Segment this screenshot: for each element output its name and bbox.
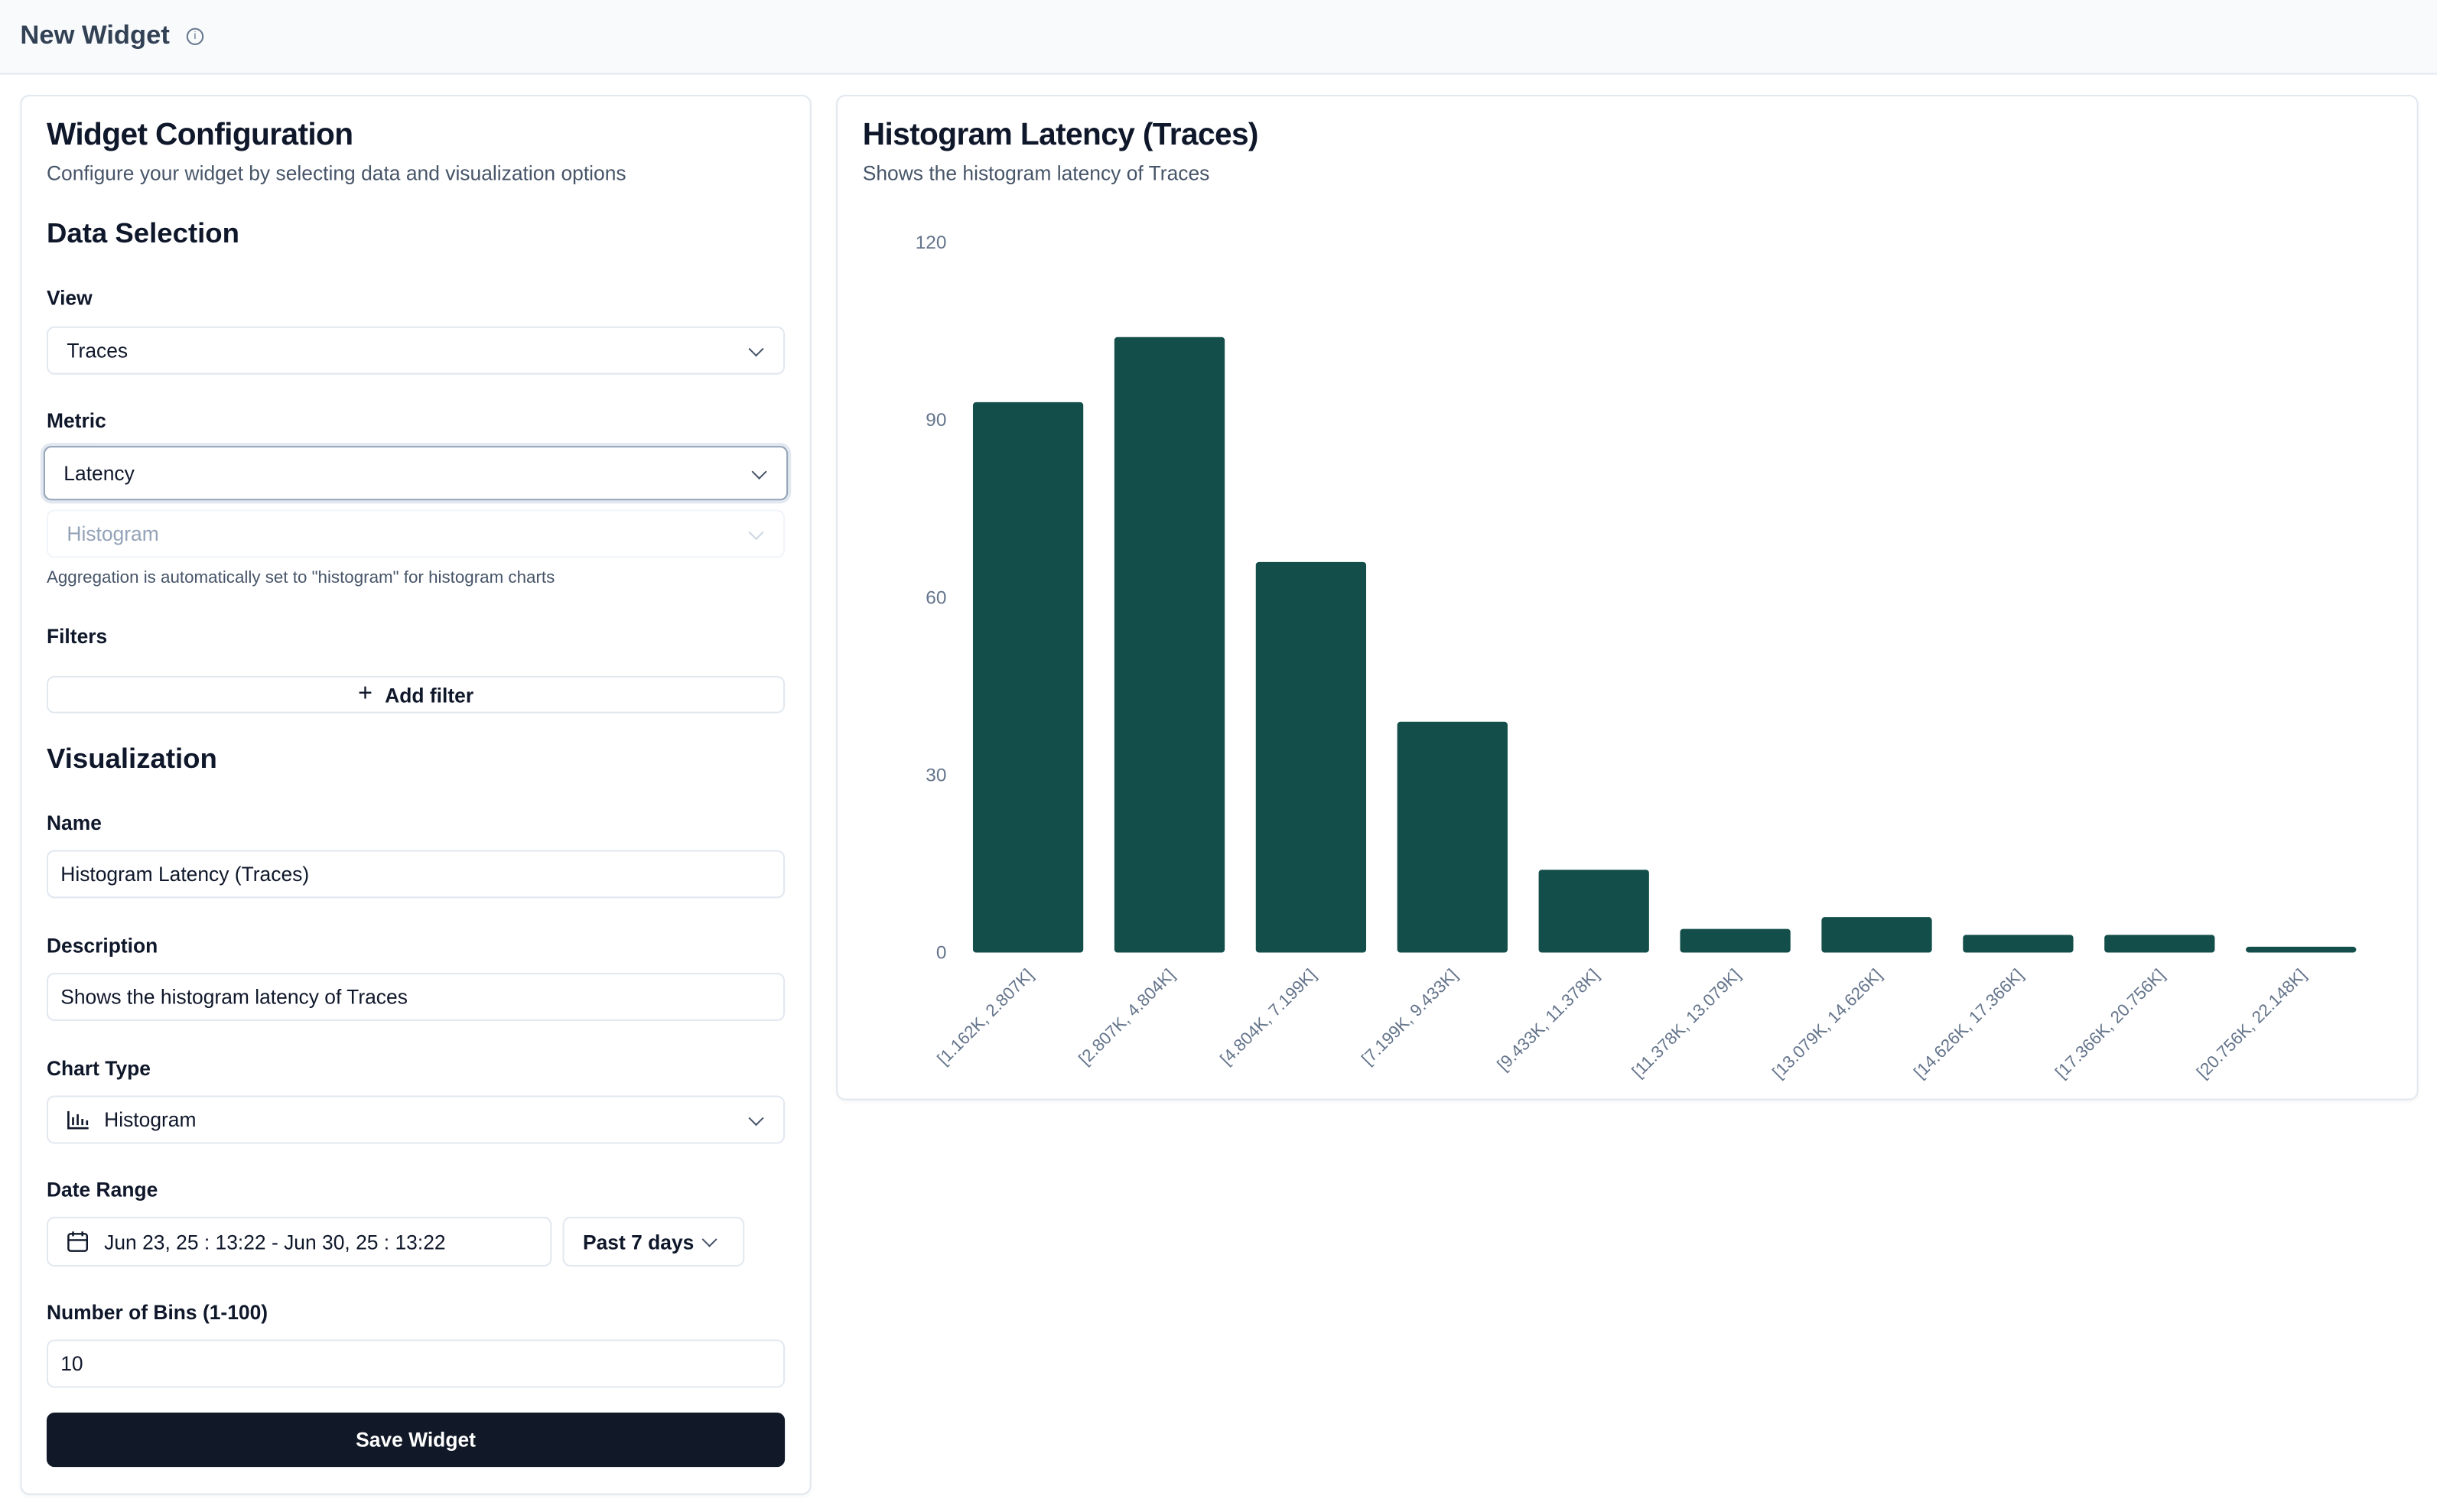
date-range-value: Jun 23, 25 : 13:22 - Jun 30, 25 : 13:22 [104,1230,446,1253]
add-filter-label: Add filter [385,683,474,707]
chart-type-value: Histogram [104,1107,197,1132]
x-tick-label: [1.162K, 2.807K] [933,965,1036,1068]
y-tick-label: 30 [926,766,946,786]
metric-label: Metric [46,408,106,432]
description-value: Shows the histogram latency of Traces [60,985,408,1009]
page-title: New Widget [20,20,170,50]
x-tick-label: [11.378K, 13.079K] [1628,965,1744,1081]
date-preset-select[interactable]: Past 7 days [562,1216,745,1267]
histogram-bar[interactable] [1397,721,1508,953]
bins-value: 10 [60,1351,83,1376]
x-tick-label: [17.366K, 20.756K] [2051,965,2169,1082]
bar-chart-icon [67,1110,89,1129]
save-widget-button[interactable]: Save Widget [46,1412,786,1468]
bins-input[interactable]: 10 [46,1339,786,1388]
metric-select[interactable]: Latency [43,446,789,501]
data-selection-heading: Data Selection [46,217,240,249]
date-preset-value: Past 7 days [582,1230,695,1253]
add-filter-button[interactable]: + Add filter [46,675,786,714]
chart-title: Histogram Latency (Traces) [862,118,1259,153]
y-tick-label: 90 [926,410,946,431]
histogram-bar[interactable] [2246,946,2357,953]
config-subtitle: Configure your widget by selecting data … [46,161,626,185]
histogram-bar[interactable] [1963,935,2074,953]
histogram-bar[interactable] [972,402,1084,953]
histogram-bar[interactable] [1255,561,1367,953]
histogram-bar[interactable] [1114,337,1225,953]
widget-configuration-card: Widget Configuration Configure your widg… [20,94,812,1495]
info-icon[interactable]: i [186,28,204,45]
name-input[interactable]: Histogram Latency (Traces) [46,850,786,899]
x-tick-label: [7.199K, 9.433K] [1358,965,1461,1068]
calendar-icon [67,1231,89,1252]
visualization-heading: Visualization [46,743,217,774]
bins-label: Number of Bins (1-100) [46,1300,268,1325]
x-tick-label: [14.626K, 17.366K] [1910,965,2027,1082]
description-label: Description [46,934,158,958]
aggregation-value: Histogram [67,522,159,546]
histogram-bar[interactable] [1538,870,1649,953]
histogram-bar[interactable] [1821,917,1932,953]
page-header: New Widget i [0,0,2437,75]
y-tick-label: 120 [916,232,947,253]
y-tick-label: 60 [926,587,946,608]
chart-type-label: Chart Type [46,1056,151,1081]
name-value: Histogram Latency (Traces) [60,862,310,886]
aggregation-help: Aggregation is automatically set to "his… [46,568,555,588]
chart-subtitle: Shows the histogram latency of Traces [862,161,1210,185]
x-tick-label: [4.804K, 7.199K] [1216,965,1319,1068]
x-tick-label: [13.079K, 14.626K] [1768,965,1886,1082]
view-select[interactable]: Traces [46,326,786,375]
x-tick-label: [20.756K, 22.148K] [2193,965,2310,1082]
config-title: Widget Configuration [46,118,353,153]
plus-icon: + [357,680,373,707]
histogram-bar[interactable] [2104,935,2215,953]
name-label: Name [46,811,102,835]
aggregation-select: Histogram [46,509,786,558]
histogram-bar[interactable] [1680,928,1791,953]
description-input[interactable]: Shows the histogram latency of Traces [46,972,786,1021]
filters-label: Filters [46,624,108,649]
view-label: View [46,285,93,310]
view-value: Traces [67,338,129,363]
x-tick-label: [9.433K, 11.378K] [1493,965,1602,1075]
x-tick-label: [2.807K, 4.804K] [1075,965,1178,1068]
y-tick-label: 0 [936,943,947,964]
date-range-picker[interactable]: Jun 23, 25 : 13:22 - Jun 30, 25 : 13:22 [46,1216,552,1267]
date-range-label: Date Range [46,1178,158,1201]
chart-type-select[interactable]: Histogram [46,1095,786,1144]
metric-value: Latency [63,461,135,485]
